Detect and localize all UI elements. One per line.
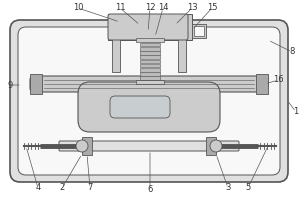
Text: 1: 1 [293,108,298,116]
Text: 6: 6 [147,186,153,194]
Text: 9: 9 [8,80,13,90]
Text: 11: 11 [115,3,125,12]
Bar [136,38,164,42]
Text: 12: 12 [145,3,155,12]
Text: 10: 10 [73,3,83,12]
FancyBboxPatch shape [78,82,220,132]
Circle shape [76,140,88,152]
Text: 5: 5 [245,184,250,192]
Bar [108,14,192,40]
Bar [192,24,206,38]
Bar [136,80,164,84]
Bar [140,60,160,63]
Bar [256,74,268,94]
Bar [112,37,120,72]
Bar [140,51,160,55]
FancyBboxPatch shape [110,96,170,118]
Bar [140,72,160,76]
Text: 16: 16 [273,75,283,84]
Text: 15: 15 [207,3,217,12]
Bar [140,68,160,72]
Text: 7: 7 [87,184,93,192]
FancyBboxPatch shape [108,14,188,40]
Bar [140,64,160,67]
Text: 2: 2 [59,184,64,192]
Circle shape [210,140,222,152]
Bar [82,137,92,155]
Bar [140,76,160,80]
Text: 14: 14 [158,3,168,12]
Text: 8: 8 [289,47,295,56]
Bar [140,55,160,59]
FancyBboxPatch shape [18,27,280,175]
Bar [140,47,160,51]
FancyBboxPatch shape [59,141,239,151]
Bar [140,43,160,46]
FancyBboxPatch shape [10,20,288,182]
Bar [206,137,216,155]
FancyBboxPatch shape [30,76,268,92]
Bar [178,37,186,72]
Bar [30,74,42,94]
Text: 3: 3 [225,184,231,192]
Text: 4: 4 [35,184,40,192]
Bar [194,26,204,36]
Text: 13: 13 [187,3,197,12]
